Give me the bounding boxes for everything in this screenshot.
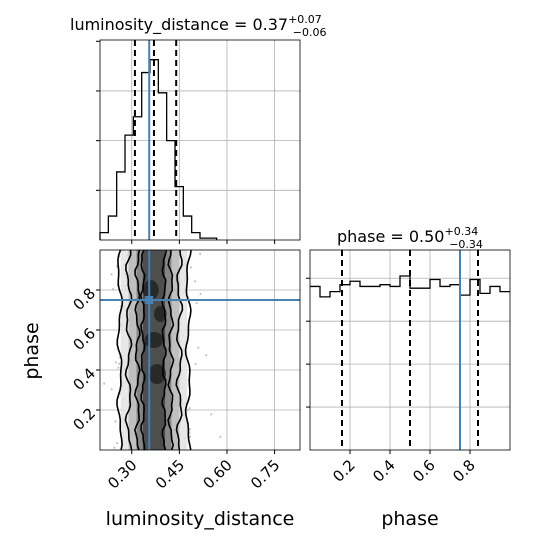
hist3-x-tick-label: 0.6 <box>409 456 439 486</box>
density-level-3 <box>142 250 166 450</box>
hist1-step-line <box>99 59 218 240</box>
hist3-frame <box>309 249 511 451</box>
hist3-tick-labels: 0.2 0.4 0.6 0.8 <box>306 277 479 486</box>
density-point <box>205 354 208 357</box>
density-point <box>194 363 197 366</box>
hist1-title-minus: −0.06 <box>293 26 327 39</box>
density-contour-3 <box>139 249 146 451</box>
density-core-2 <box>142 280 159 300</box>
density-core-0 <box>144 332 164 348</box>
density-x-tick-labels: 0.30 0.45 0.60 0.75 <box>104 450 283 492</box>
density-point <box>114 420 117 423</box>
hist1-grid <box>100 40 300 240</box>
density-contour-0 <box>116 249 124 451</box>
density-y-tick-labels: 0.2 0.4 0.6 0.8 <box>69 284 100 434</box>
hist3-quantile-lines <box>341 250 479 450</box>
hist1-frame <box>99 39 301 241</box>
density-y-axis-label: phase <box>21 322 43 379</box>
density-point <box>117 366 120 369</box>
density-y-tick-label: 0.4 <box>69 364 99 394</box>
hist-phase-panel: 0.2 0.4 0.6 0.8 phase = 0.50+0.34 −0.34 phas… <box>306 225 511 530</box>
hist3-x-tick-label: 0.2 <box>329 456 359 486</box>
density-contours <box>116 249 192 451</box>
hist3-x-tick-label: 0.8 <box>449 456 479 486</box>
density-point <box>110 273 113 276</box>
density-truth-marker <box>145 296 154 304</box>
density-y-tick-label: 0.2 <box>69 404 99 434</box>
hist3-x-tick-label: 0.4 <box>369 456 399 486</box>
density-2d-panel: 0.30 0.45 0.60 0.75 0.2 0.4 0.6 0.8 luminosity… <box>21 249 301 530</box>
hist-luminosity-distance-panel: luminosity_distance = 0.37+0.07 −0.06 <box>70 13 327 244</box>
density-contour-2 <box>133 249 141 451</box>
density-point <box>195 302 198 305</box>
density-point <box>194 280 197 283</box>
density-x-tick-label: 0.75 <box>247 456 283 492</box>
density-contour-4 <box>161 249 168 451</box>
density-point <box>199 292 202 296</box>
density-contour-5 <box>167 249 175 451</box>
density-core-3 <box>153 306 167 322</box>
density-point <box>189 435 192 438</box>
density-point <box>114 361 118 364</box>
hist1-ticks <box>96 40 276 244</box>
density-core-1 <box>148 364 167 384</box>
density-contour-6 <box>175 249 184 451</box>
density-truth-lines <box>100 250 300 450</box>
hist1-title-median: 0.37 <box>252 15 288 34</box>
hist3-title-minus: −0.34 <box>449 238 483 251</box>
density-x-axis-label: luminosity_distance <box>106 508 295 530</box>
density-point <box>210 413 213 416</box>
density-point <box>111 288 115 291</box>
hist3-title-plus: +0.34 <box>444 225 478 238</box>
hist1-steps <box>99 59 218 240</box>
density-point <box>188 407 191 410</box>
hist3-title: phase = 0.50+0.34 −0.34 <box>337 225 483 251</box>
hist3-title-name: phase <box>337 227 385 246</box>
hist1-quantile-lines <box>133 40 178 240</box>
density-point <box>219 435 222 438</box>
hist3-title-median: 0.50 <box>409 227 445 246</box>
density-contour-7 <box>184 249 192 451</box>
density-point <box>189 266 193 269</box>
density-point <box>199 252 202 255</box>
density-point <box>113 446 116 449</box>
density-frame <box>99 249 301 451</box>
density-y-tick-label: 0.6 <box>69 324 99 354</box>
density-contour-1 <box>124 249 133 451</box>
density-point <box>110 388 113 391</box>
density-x-tick-label: 0.60 <box>199 456 235 492</box>
density-point <box>103 382 106 385</box>
density-y-tick-label: 0.8 <box>69 284 99 314</box>
density-point <box>116 442 119 445</box>
density-point <box>197 346 200 349</box>
hist1-title-plus: +0.07 <box>288 13 322 26</box>
density-x-tick-label: 0.30 <box>104 456 140 492</box>
hist3-x-axis-label: phase <box>381 508 438 530</box>
density-x-tick-label: 0.45 <box>152 456 188 492</box>
density-point <box>118 362 121 365</box>
hist1-title-name: luminosity_distance <box>70 15 229 35</box>
hist1-title: luminosity_distance = 0.37+0.07 −0.06 <box>70 13 327 39</box>
